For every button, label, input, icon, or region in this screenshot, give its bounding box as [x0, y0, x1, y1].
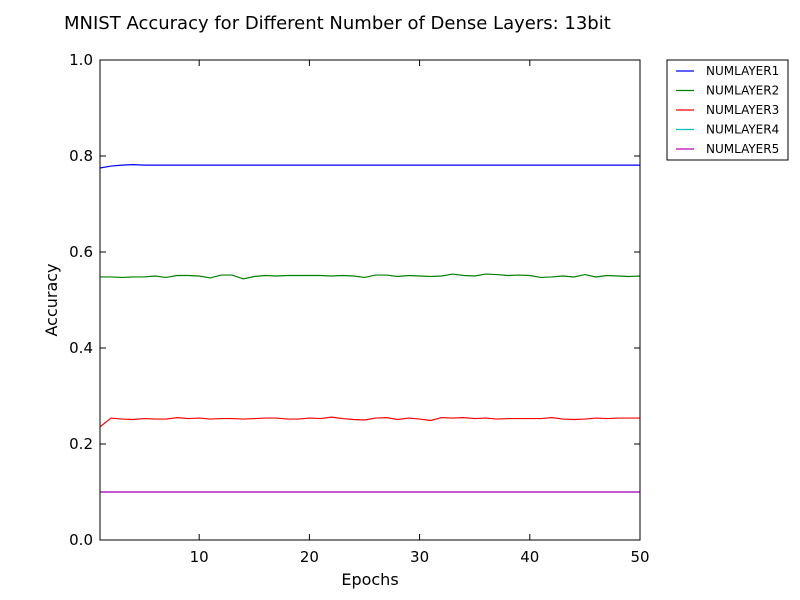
plot-area — [99, 164, 641, 493]
y-axis-label: Accuracy — [42, 263, 61, 336]
legend-label-numlayer4: NUMLAYER4 — [706, 123, 779, 137]
x-tick-label: 40 — [520, 548, 539, 566]
chart-title: MNIST Accuracy for Different Number of D… — [64, 13, 611, 34]
x-tick-label: 10 — [190, 548, 209, 566]
series-line-numlayer2 — [100, 273, 641, 280]
series-line-numlayer1 — [99, 164, 640, 169]
legend-label-numlayer1: NUMLAYER1 — [706, 64, 779, 78]
y-tick-label: 0.8 — [69, 147, 93, 165]
x-tick-label: 20 — [300, 548, 319, 566]
x-tick-label: 50 — [630, 548, 649, 566]
series-line-numlayer3 — [99, 416, 640, 428]
x-axis-label: Epochs — [341, 570, 398, 589]
y-tick-label: 0.6 — [69, 243, 93, 261]
legend-label-numlayer5: NUMLAYER5 — [706, 142, 779, 156]
y-tick-label: 0.4 — [69, 339, 93, 357]
y-tick-label: 0.0 — [69, 531, 93, 549]
y-tick-label: 1.0 — [69, 51, 93, 69]
legend-label-numlayer2: NUMLAYER2 — [706, 84, 779, 98]
axis-ticks: 10 20 30 40 50 0.0 0.2 0.4 0.6 0.8 1.0 — [69, 51, 649, 566]
legend-label-numlayer3: NUMLAYER3 — [706, 103, 779, 117]
plot-frame — [99, 59, 641, 541]
x-tick-label: 30 — [410, 548, 429, 566]
legend: NUMLAYER1 NUMLAYER2 NUMLAYER3 NUMLAYER4 NUML… — [666, 59, 789, 161]
y-tick-label: 0.2 — [69, 435, 93, 453]
